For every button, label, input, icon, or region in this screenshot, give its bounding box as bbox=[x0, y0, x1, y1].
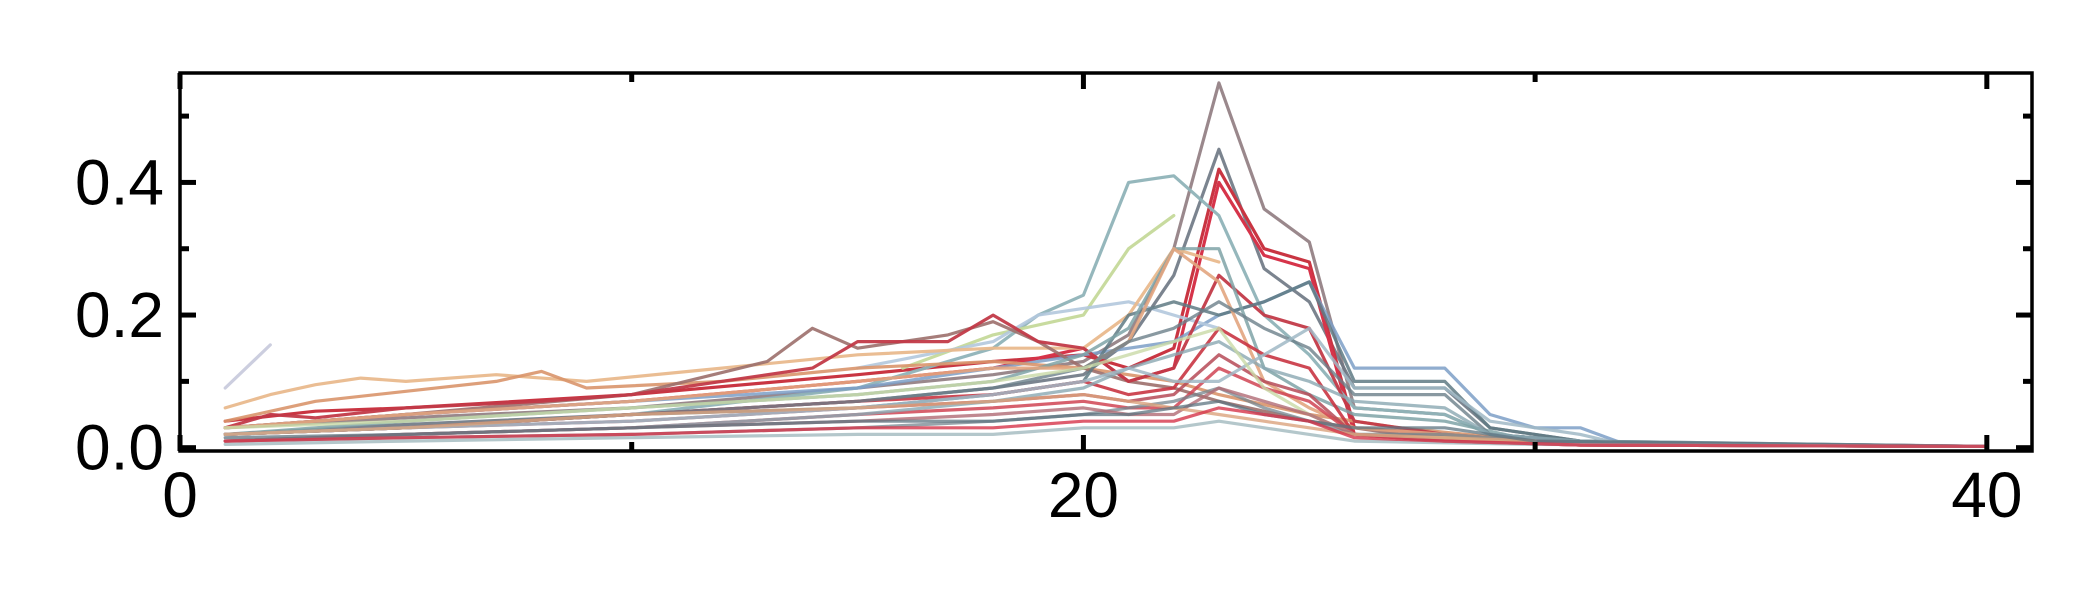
plot-lines bbox=[223, 81, 1989, 448]
series-line bbox=[223, 300, 1989, 448]
y-tick-label: 0.0 bbox=[75, 412, 164, 484]
series-line bbox=[855, 300, 1221, 370]
series-line bbox=[223, 81, 1989, 448]
series-line bbox=[223, 273, 1989, 448]
axis-ticks bbox=[177, 73, 2032, 451]
x-tick-label: 0 bbox=[162, 459, 198, 531]
x-tick-label: 40 bbox=[1951, 459, 2022, 531]
series-line bbox=[223, 343, 272, 390]
series-line bbox=[901, 214, 1176, 370]
series-line bbox=[223, 406, 1989, 448]
plot-area-frame bbox=[178, 71, 2034, 453]
series-line bbox=[223, 340, 1989, 448]
series-line bbox=[223, 393, 1537, 443]
series-line bbox=[223, 320, 1537, 443]
series-line bbox=[223, 326, 1989, 448]
series-line bbox=[223, 247, 1221, 410]
series-line bbox=[223, 399, 1989, 448]
axis-tick-labels: 0 20 40 0.0 0.2 0.4 bbox=[75, 146, 2022, 531]
series-line bbox=[223, 359, 1537, 443]
y-tick-label: 0.4 bbox=[75, 146, 164, 218]
y-tick-label: 0.2 bbox=[75, 279, 164, 351]
series-line bbox=[223, 419, 1989, 448]
x-tick-label: 20 bbox=[1048, 459, 1119, 531]
